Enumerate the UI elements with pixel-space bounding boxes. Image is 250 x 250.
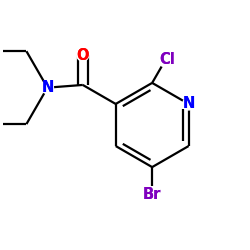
Text: O: O: [76, 48, 89, 62]
Text: Cl: Cl: [159, 52, 175, 67]
Text: Br: Br: [143, 187, 161, 202]
Circle shape: [144, 187, 160, 202]
Text: Cl: Cl: [159, 52, 175, 67]
Text: N: N: [41, 80, 54, 95]
Circle shape: [77, 49, 89, 61]
Text: N: N: [182, 96, 195, 112]
Circle shape: [158, 52, 173, 67]
Text: Br: Br: [143, 187, 161, 202]
Text: O: O: [76, 48, 89, 62]
Text: N: N: [182, 96, 195, 112]
Text: N: N: [41, 80, 54, 95]
Circle shape: [42, 82, 54, 94]
Circle shape: [183, 98, 194, 110]
